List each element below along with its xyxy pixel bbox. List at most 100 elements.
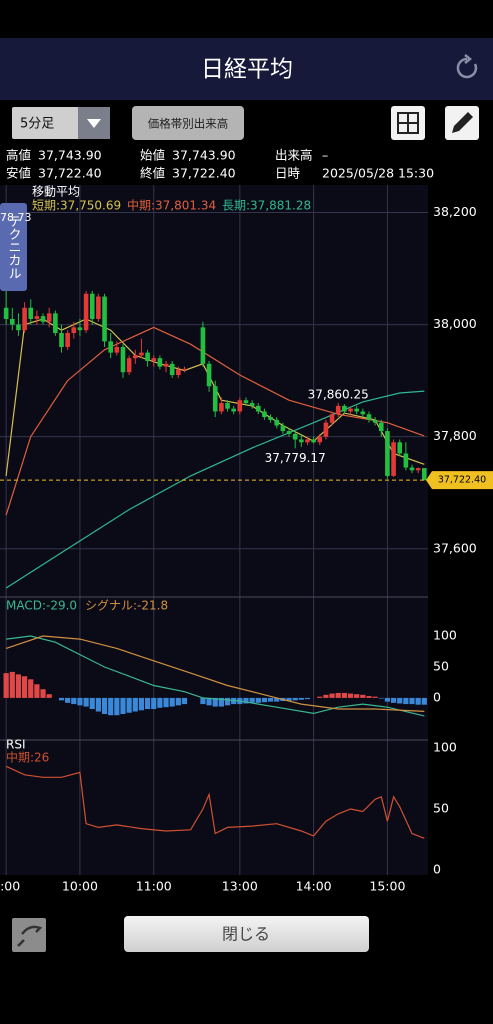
candle-body [102, 296, 107, 342]
y-tick-label: 38,000 [433, 316, 477, 331]
y-tick-label: 100 [433, 739, 457, 754]
legend-entry: MACD:-29.0 [6, 599, 77, 613]
x-tick-label: 15:00 [369, 879, 405, 894]
histogram-bar [347, 693, 354, 698]
candle-body [415, 468, 421, 471]
candle-body [200, 327, 206, 364]
candle-body [422, 468, 427, 481]
candle-body [323, 422, 329, 437]
candle-body [139, 352, 144, 356]
button-box [124, 916, 369, 952]
histogram-bar [415, 697, 421, 705]
candle-body [114, 346, 120, 353]
price-annotation: 37,860.25 [308, 387, 369, 401]
interval-dropdown[interactable]: 5分足 [12, 107, 110, 139]
layout-button[interactable] [391, 106, 425, 140]
y-tick-label: 37,800 [433, 428, 477, 443]
info-value: 2025/05/28 15:30 [322, 166, 434, 181]
technical-tab[interactable]: テクニカル [0, 203, 27, 291]
info-value: – [322, 148, 328, 163]
candle-body [83, 293, 89, 331]
candle-body [145, 352, 150, 362]
candle-body [231, 408, 236, 412]
candle-body [262, 411, 267, 418]
candle-body [16, 324, 21, 331]
candle-body [65, 332, 70, 347]
histogram-bar [89, 697, 95, 710]
histogram-bar [255, 697, 261, 703]
close-button[interactable]: 閉じる [124, 916, 369, 952]
histogram-bar [267, 697, 274, 702]
histogram-bar [292, 697, 298, 701]
candle-body [292, 433, 298, 440]
candle-body [280, 425, 286, 432]
candle-body [206, 363, 212, 387]
grid-icon [397, 112, 419, 134]
histogram-bar [175, 697, 181, 706]
candle-body [360, 411, 366, 415]
candle-body [77, 327, 83, 331]
info-label: 出来高 [275, 148, 313, 163]
indicator-line [5, 318, 425, 476]
histogram-bar [354, 694, 360, 698]
x-tick-label: 14:00 [296, 879, 332, 894]
histogram-bar [28, 679, 34, 698]
dropdown-arrow [87, 119, 101, 128]
histogram-bar [144, 697, 151, 710]
chart-area [0, 185, 428, 875]
plots: 37,860.25 37,779.17 [0, 290, 428, 839]
histogram-bar [15, 674, 22, 698]
button-box [132, 106, 244, 140]
candle-body [391, 442, 396, 476]
histogram-bar [366, 696, 372, 698]
candle-body [317, 436, 323, 443]
info-value: 37,743.90 [172, 148, 236, 163]
candle-body [311, 439, 316, 443]
info-label: 安値 [6, 166, 31, 181]
histogram-bar [138, 697, 145, 711]
candle-body [53, 313, 58, 333]
price-annotation: 37,779.17 [265, 451, 326, 465]
histogram-bar [101, 697, 108, 714]
candle-body [385, 431, 390, 476]
header-bar [0, 38, 493, 100]
candle-body [397, 442, 403, 454]
tab-box [0, 203, 27, 291]
histogram-bar [181, 697, 188, 705]
x-tick-label: 10:00 [62, 879, 98, 894]
histogram-bar [95, 697, 101, 712]
candle-body [329, 414, 335, 423]
legend-entry: 中期:26 [6, 750, 49, 765]
candle-body [243, 400, 249, 404]
candle-body [274, 419, 280, 426]
candle-body [335, 405, 341, 415]
pencil-icon [452, 112, 473, 133]
tab-label: テクニカル [6, 215, 21, 280]
histogram-bar [329, 693, 335, 698]
histogram-bar [169, 697, 175, 707]
histogram-bar [40, 689, 46, 698]
candle-body [28, 307, 34, 319]
histogram-bar [120, 697, 126, 714]
volume-profile-button[interactable]: 価格帯別出来高 [132, 106, 244, 140]
histogram-bar [224, 697, 231, 706]
x-tick-label: 13:00 [222, 879, 258, 894]
draw-button[interactable] [445, 106, 479, 140]
y-tick-label: 38,200 [433, 204, 477, 219]
back-button[interactable] [12, 918, 46, 952]
histogram-bar [378, 697, 384, 699]
histogram-bar [34, 684, 40, 698]
histogram-bar [21, 676, 28, 698]
candle-body [46, 313, 52, 322]
candle-body [342, 405, 347, 412]
histogram-bar [212, 697, 218, 707]
histogram-bar [58, 697, 65, 701]
histogram-bar [298, 697, 304, 700]
candle-body [132, 355, 138, 359]
info-value: 37,722.40 [38, 166, 102, 181]
histogram-bar [77, 697, 83, 706]
refresh-button[interactable] [456, 54, 478, 79]
histogram-bar [274, 697, 280, 702]
histogram-bar [114, 697, 120, 716]
y-tick-label: 37,600 [433, 540, 477, 555]
